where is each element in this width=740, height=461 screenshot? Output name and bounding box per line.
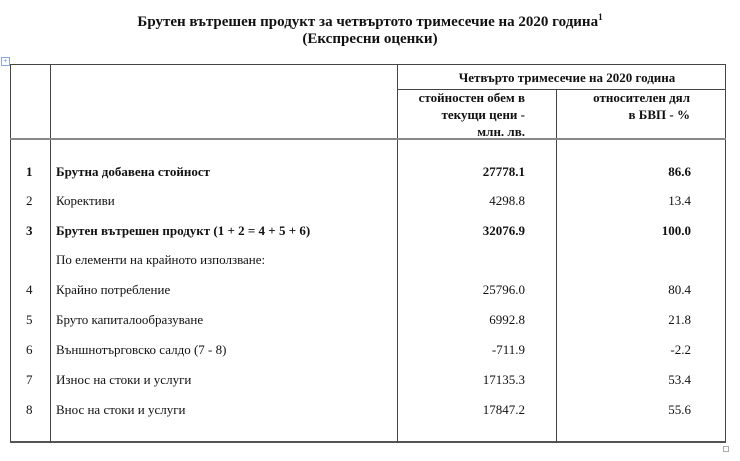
header-line: относителен дял	[593, 90, 690, 105]
row-number: 3	[26, 223, 33, 238]
row-value: 32076.9	[482, 223, 525, 238]
title-text: Брутен вътрешен продукт за четвъртото тр…	[137, 14, 599, 30]
gdp-table	[10, 64, 726, 443]
column-divider	[50, 64, 51, 443]
column-divider	[556, 89, 557, 443]
row-number: 4	[26, 282, 33, 297]
row-divider	[397, 89, 726, 90]
header-line: в БВП - %	[628, 107, 690, 122]
row-value: 27778.1	[482, 164, 525, 179]
row-label: Внос на стоки и услуги	[56, 402, 186, 417]
table-resize-handle[interactable]	[723, 446, 729, 452]
row-label: По елементи на крайното използване:	[56, 252, 266, 267]
header-line: млн. лв.	[477, 124, 525, 139]
row-share: 53.4	[668, 372, 691, 387]
row-share: 21.8	[668, 312, 691, 327]
table-move-handle-icon[interactable]: +	[1, 57, 10, 66]
row-number: 5	[26, 312, 33, 327]
row-value: 25796.0	[482, 282, 525, 297]
row-value: -711.9	[491, 342, 525, 357]
row-value: 17847.2	[482, 402, 525, 417]
document-title: Брутен вътрешен продукт за четвъртото тр…	[0, 12, 740, 31]
header-line: текущи цени -	[441, 107, 526, 122]
row-label: Крайно потребление	[56, 282, 171, 297]
row-share: 80.4	[668, 282, 691, 297]
row-share: 13.4	[668, 193, 691, 208]
row-number: 1	[26, 164, 33, 179]
row-share: 86.6	[668, 164, 691, 179]
row-share: 100.0	[661, 223, 691, 238]
row-number: 6	[26, 342, 33, 357]
row-label: Бруто капиталообразуване	[56, 312, 204, 327]
row-value: 17135.3	[482, 372, 525, 387]
row-share: 55.6	[668, 402, 691, 417]
row-label: Външнотърговско салдо (7 - 8)	[56, 342, 227, 357]
column-divider	[397, 64, 398, 443]
row-label: Брутна добавена стойност	[56, 164, 211, 179]
row-label: Износ на стоки и услуги	[56, 372, 192, 387]
document-subtitle: (Експресни оценки)	[302, 31, 438, 47]
header-line: стойностен обем в	[418, 90, 525, 105]
row-number: 8	[26, 402, 33, 417]
row-value: 6992.8	[489, 312, 525, 327]
group-header: Четвърто тримесечие на 2020 година	[458, 70, 676, 85]
footnote-mark: 1	[598, 12, 603, 22]
col-value-header: стойностен обем в текущи цени - млн. лв.	[400, 89, 525, 140]
row-label: Корективи	[56, 193, 115, 208]
row-label: Брутен вътрешен продукт (1 + 2 = 4 + 5 +…	[56, 223, 311, 238]
col-share-header: относителен дял в БВП - %	[560, 89, 690, 123]
row-number: 7	[26, 372, 33, 387]
row-share: -2.2	[670, 342, 691, 357]
row-number: 2	[26, 193, 33, 208]
header-divider	[10, 138, 726, 140]
row-value: 4298.8	[489, 193, 525, 208]
